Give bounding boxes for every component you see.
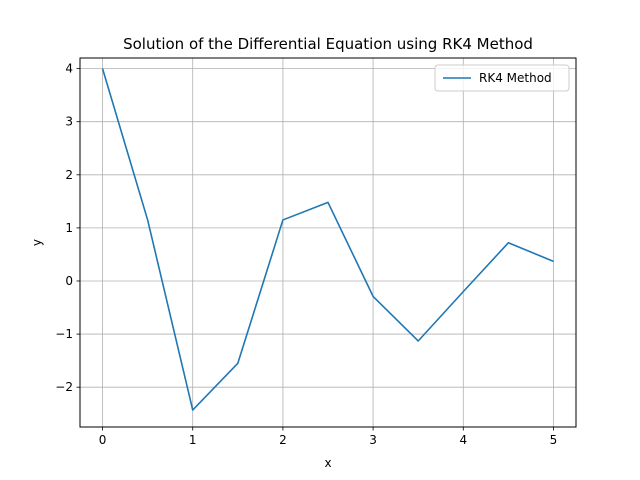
x-tick-label: 4 — [459, 433, 467, 447]
x-axis-label: x — [324, 456, 331, 470]
chart-title: Solution of the Differential Equation us… — [123, 35, 533, 53]
legend: RK4 Method — [434, 64, 570, 92]
legend-box — [434, 64, 570, 92]
axis-ticks: 0 1 2 3 4 5 −2 −1 0 1 2 3 4 — [55, 62, 557, 447]
y-tick-label: 0 — [65, 274, 73, 288]
y-tick-label: −1 — [55, 327, 73, 341]
series-line — [101, 68, 554, 411]
y-tick-label: 1 — [65, 221, 73, 235]
y-axis-label: y — [30, 239, 44, 246]
plot-area-frame — [79, 57, 577, 428]
y-tick-label: 4 — [65, 62, 73, 76]
legend-label: RK4 Method — [479, 71, 552, 85]
x-tick-label: 3 — [369, 433, 377, 447]
y-tick-label: −2 — [55, 380, 73, 394]
y-tick-label: 2 — [65, 168, 73, 182]
x-tick-label: 2 — [279, 433, 287, 447]
x-tick-label: 0 — [99, 433, 107, 447]
series-lines — [101, 68, 554, 411]
y-tick-label: 3 — [65, 115, 73, 129]
x-tick-label: 5 — [550, 433, 558, 447]
x-tick-label: 1 — [189, 433, 197, 447]
